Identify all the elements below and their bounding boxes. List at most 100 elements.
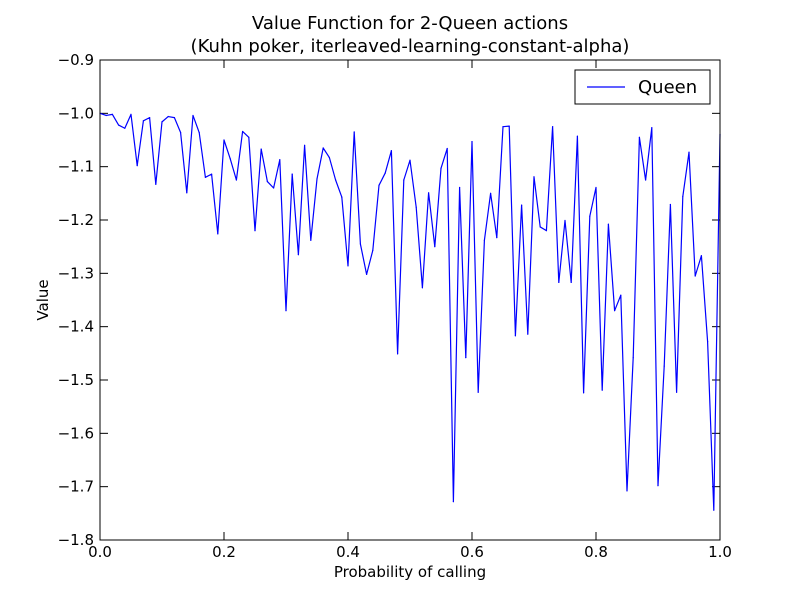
queen-series-points	[99, 112, 721, 511]
queen-data-point	[428, 192, 430, 194]
queen-data-point	[651, 127, 653, 129]
queen-data-point	[359, 243, 361, 245]
y-tick-label: −1.6	[58, 424, 94, 442]
queen-data-point	[700, 255, 703, 257]
x-tick-label: 1.0	[708, 543, 732, 561]
queen-data-point	[669, 203, 672, 206]
queen-data-point	[397, 353, 399, 355]
x-tick-label: 0.8	[584, 543, 608, 561]
queen-data-point	[378, 184, 380, 186]
queen-data-point	[229, 158, 231, 160]
queen-data-point	[105, 114, 107, 117]
queen-data-point	[223, 139, 225, 141]
legend: Queen	[574, 69, 711, 105]
queen-data-point	[366, 273, 368, 275]
queen-data-point	[508, 125, 510, 127]
queen-data-point	[248, 136, 250, 138]
queen-data-point	[124, 127, 126, 129]
queen-data-point	[347, 265, 349, 267]
queen-data-point	[521, 204, 523, 206]
queen-data-point	[415, 206, 417, 208]
queen-data-point	[452, 501, 454, 503]
queen-data-point	[583, 392, 585, 394]
queen-data-point	[663, 365, 665, 367]
queen-data-point	[465, 357, 467, 359]
y-tick-label: −1.2	[58, 211, 94, 229]
queen-data-point	[564, 219, 566, 222]
queen-data-point	[558, 281, 560, 283]
queen-data-point	[459, 186, 461, 189]
y-tick-label: −1.5	[58, 371, 94, 389]
queen-data-point	[434, 246, 436, 248]
queen-data-point	[570, 281, 572, 283]
queen-data-point	[601, 389, 603, 391]
queen-data-point	[310, 239, 312, 241]
queen-data-point	[446, 147, 448, 150]
chart-title-line-2: (Kuhn poker, iterleaved-learning-constan…	[191, 36, 630, 57]
queen-data-point	[477, 391, 479, 393]
queen-data-point	[539, 226, 541, 228]
queen-data-point	[545, 230, 548, 232]
queen-data-point	[149, 117, 151, 119]
queen-data-point	[316, 178, 318, 180]
queen-data-point	[390, 150, 392, 152]
queen-data-point	[328, 157, 330, 159]
queen-data-point	[638, 136, 641, 138]
queen-data-point	[403, 179, 405, 181]
queen-data-point	[186, 192, 188, 194]
queen-data-point	[552, 126, 554, 128]
y-tick-label: −1.7	[58, 478, 94, 496]
queen-data-point	[372, 249, 374, 251]
queen-data-point	[496, 237, 498, 239]
queen-data-point	[440, 167, 442, 169]
queen-data-point	[353, 131, 355, 133]
queen-data-point	[285, 310, 287, 312]
queen-data-point	[502, 126, 504, 128]
queen-data-point	[136, 165, 138, 167]
queen-data-point	[304, 144, 306, 146]
queen-data-point	[384, 172, 386, 174]
queen-data-point	[279, 159, 281, 161]
queen-data-point	[533, 176, 535, 178]
queen-data-point	[155, 183, 157, 185]
queen-data-point	[688, 151, 690, 153]
queen-data-point	[192, 114, 194, 117]
queen-data-point	[142, 120, 144, 122]
queen-data-point	[180, 131, 182, 134]
queen-data-point	[118, 124, 120, 126]
queen-data-point	[242, 130, 244, 133]
queen-data-point	[614, 310, 616, 312]
queen-data-point	[490, 192, 492, 194]
plot-area	[100, 60, 720, 540]
queen-data-point	[657, 485, 659, 487]
queen-data-point	[322, 147, 324, 149]
y-tick-label: −1.3	[58, 264, 94, 282]
queen-data-point	[576, 135, 579, 137]
axis-tick-labels: 0.0 0.2 0.4 0.6 0.8 1.0 −0.9 −1.0 −1.1 −1.2 −1.3 −1…	[58, 51, 732, 561]
queen-data-point	[211, 173, 213, 175]
queen-data-point	[713, 509, 715, 511]
queen-data-point	[204, 176, 206, 178]
y-axis-label: Value	[34, 279, 52, 320]
queen-data-point	[595, 186, 597, 189]
x-tick-label: 0.0	[88, 543, 112, 561]
queen-data-point	[130, 113, 132, 115]
queen-data-point	[167, 115, 169, 118]
queen-data-point	[291, 173, 293, 175]
chart-title-line-1: Value Function for 2-Queen actions	[252, 13, 568, 34]
queen-data-point	[514, 335, 517, 337]
queen-data-point	[626, 490, 628, 492]
plot-frame	[99, 59, 721, 541]
y-tick-label: −0.9	[58, 51, 94, 69]
y-tick-label: −1.8	[58, 531, 94, 549]
queen-data-point	[111, 113, 113, 115]
queen-data-point	[421, 287, 423, 289]
y-tick-label: −1.1	[58, 158, 94, 176]
queen-data-point	[409, 159, 411, 161]
y-tick-label: −1.0	[58, 104, 94, 122]
queen-data-point	[266, 181, 268, 183]
queen-data-point	[676, 391, 678, 393]
x-tick-label: 0.2	[212, 543, 236, 561]
queen-data-point	[527, 333, 529, 335]
queen-data-point	[161, 121, 163, 123]
